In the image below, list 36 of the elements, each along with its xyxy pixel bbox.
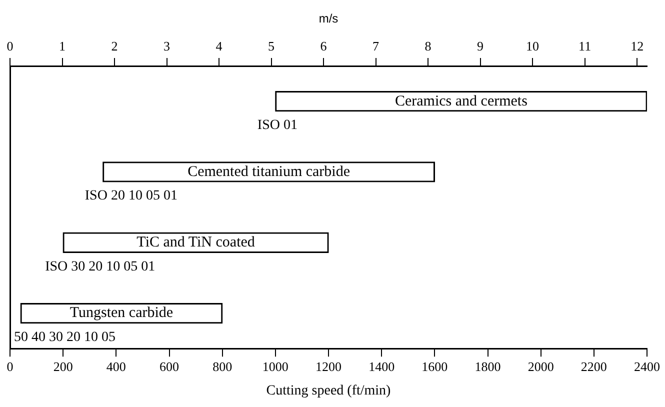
x2-tick-label: 8 <box>424 38 432 54</box>
x2-tick-label: 3 <box>164 38 170 54</box>
x-tick-label: 1400 <box>368 358 395 374</box>
annotation: 50 40 30 20 10 05 <box>14 330 116 345</box>
x-tick-label: 1800 <box>474 358 501 374</box>
x2-tick-label: 7 <box>372 38 380 54</box>
x-tick-label: 200 <box>53 358 73 374</box>
y-tick-label: Tungsten carbide <box>70 305 174 322</box>
annotation: ISO 20 10 05 01 <box>84 188 178 204</box>
x-tick-label: 0 <box>6 358 14 374</box>
x2-tick-label: 1 <box>59 38 66 54</box>
x-axis-title: Cutting speed (ft/min) <box>266 383 392 398</box>
x-tick-label: 800 <box>212 358 232 374</box>
x-tick-label: 400 <box>106 358 126 374</box>
y-tick-label: Cemented titanium carbide <box>188 164 350 180</box>
x2-tick-label: 11 <box>578 38 592 54</box>
x2-tick-label: 9 <box>477 38 484 54</box>
x2-tick-label: 4 <box>216 38 223 54</box>
x2-tick-label: 5 <box>268 38 275 54</box>
x2-tick-label: 6 <box>320 38 328 54</box>
annotation: ISO 30 20 10 05 01 <box>45 259 156 274</box>
x2-tick-label: 10 <box>526 38 540 54</box>
x-tick-label: 1600 <box>422 358 448 374</box>
annotation: ISO 01 <box>257 118 298 133</box>
x-tick-label: 1200 <box>316 358 342 374</box>
x-tick-label: 600 <box>160 358 179 374</box>
x2-tick-label: 2 <box>111 38 118 54</box>
x2-axis-title: m/s <box>318 12 338 26</box>
x2-tick-label: 12 <box>630 38 644 54</box>
x-tick-label: 2000 <box>528 358 554 374</box>
x-tick-label: 1000 <box>262 358 288 374</box>
y-tick-label: TiC and TiN coated <box>136 234 256 251</box>
x-tick-label: 2200 <box>580 358 607 374</box>
x2-tick-label: 0 <box>6 38 14 54</box>
y-tick-label: Ceramics and cermets <box>394 93 528 110</box>
x-tick-label: 2400 <box>634 358 660 374</box>
